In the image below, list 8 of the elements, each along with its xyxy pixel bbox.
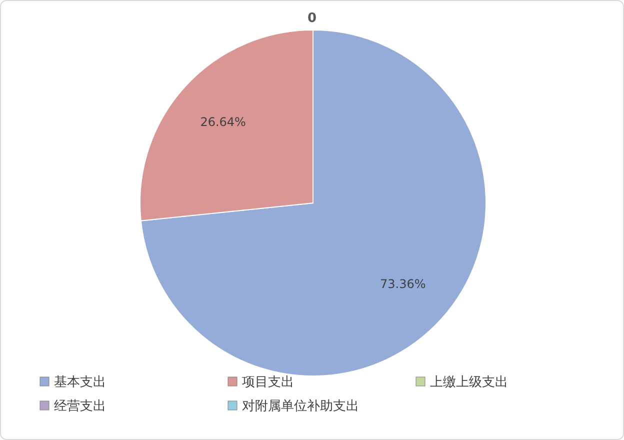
- data-label: 26.64%: [200, 114, 246, 129]
- chart-title: 0: [307, 11, 317, 26]
- legend-label: 项目支出: [242, 375, 294, 390]
- legend-label: 上缴上级支出: [430, 375, 508, 390]
- legend-label: 基本支出: [54, 375, 106, 390]
- legend-label: 对附属单位补助支出: [242, 399, 359, 414]
- data-label: 73.36%: [380, 277, 426, 292]
- legend-label: 经营支出: [54, 399, 106, 414]
